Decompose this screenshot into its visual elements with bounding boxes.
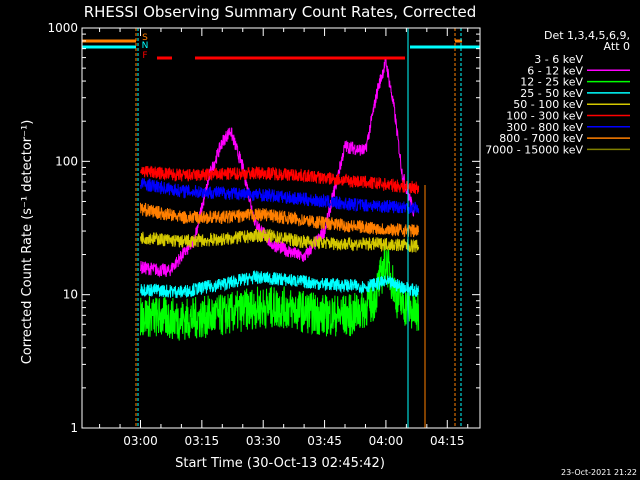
x-tick-label: 03:30	[246, 434, 281, 448]
x-tick-label: 04:15	[430, 434, 465, 448]
series-line-4	[140, 269, 420, 299]
y-tick-label: 1	[70, 421, 78, 435]
y-axis-label: Corrected Count Rate (s⁻¹ detector⁻¹)	[20, 120, 35, 365]
flag-f: F	[142, 51, 147, 61]
legend-label-3: 12 - 25 keV	[520, 76, 583, 89]
legend-label-2: 6 - 12 keV	[527, 64, 583, 77]
chart-title: RHESSI Observing Summary Count Rates, Co…	[84, 3, 477, 21]
flag-n: N	[142, 41, 149, 51]
legend-label-1: 3 - 6 keV	[534, 53, 583, 66]
x-axis-label: Start Time (30-Oct-13 02:45:42)	[175, 456, 385, 471]
series-line-7	[140, 178, 420, 214]
y-tick-label: 10	[63, 288, 78, 302]
legend-label-9: 7000 - 15000 keV	[485, 143, 583, 156]
series-line-6	[140, 165, 420, 195]
series-line-8	[140, 202, 420, 238]
series-line-2	[140, 56, 416, 278]
y-tick-label: 100	[55, 154, 78, 168]
series-line-3	[140, 244, 420, 341]
footer-date: 23-Oct-2021 21:22	[561, 468, 637, 477]
legend-label-7: 300 - 800 keV	[506, 121, 583, 134]
x-tick-label: 04:00	[369, 434, 404, 448]
series-line-5	[140, 228, 420, 253]
flag-s: S	[142, 33, 148, 43]
legend-header-line-1: Det 1,3,4,5,6,9,	[544, 29, 630, 42]
legend-label-5: 50 - 100 keV	[513, 98, 583, 111]
plot-frame	[81, 27, 481, 429]
x-tick-label: 03:45	[307, 434, 342, 448]
legend-label-6: 100 - 300 keV	[506, 110, 583, 123]
legend-header-line-2: Att 0	[604, 40, 630, 53]
legend-label-8: 800 - 7000 keV	[499, 132, 583, 145]
legend-label-4: 25 - 50 keV	[520, 87, 583, 100]
y-tick-label: 1000	[47, 21, 78, 35]
x-tick-label: 03:15	[185, 434, 220, 448]
x-tick-label: 03:00	[123, 434, 158, 448]
